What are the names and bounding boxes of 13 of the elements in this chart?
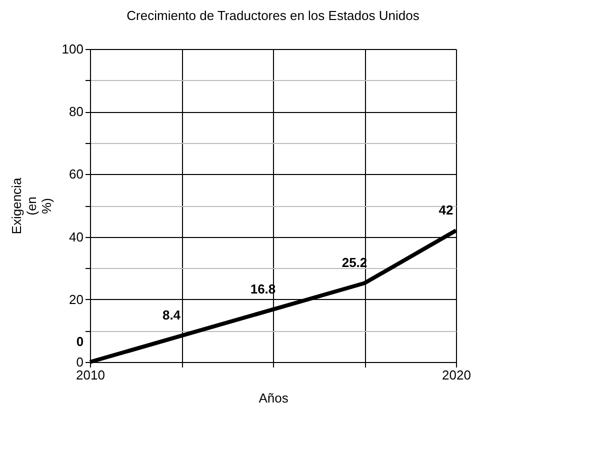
y-tick-label: 60: [69, 166, 84, 182]
data-label: 8.4: [162, 308, 182, 323]
chart-title: Crecimiento de Traductores en los Estados Unidos: [126, 8, 420, 23]
x-axis-title: Años: [258, 390, 289, 406]
x-tick-label: 2010: [76, 368, 105, 382]
x-tick-label: 2020: [442, 368, 471, 382]
data-label: 42: [438, 202, 454, 218]
y-tick-label: 20: [69, 292, 84, 307]
y-tick-label: 100: [62, 42, 84, 56]
y-tick-label: 80: [69, 104, 84, 120]
y-tick-label: 0: [76, 354, 84, 370]
y-axis-title: Exigencia (en %): [8, 177, 54, 234]
y-tick-label: 40: [69, 229, 84, 244]
